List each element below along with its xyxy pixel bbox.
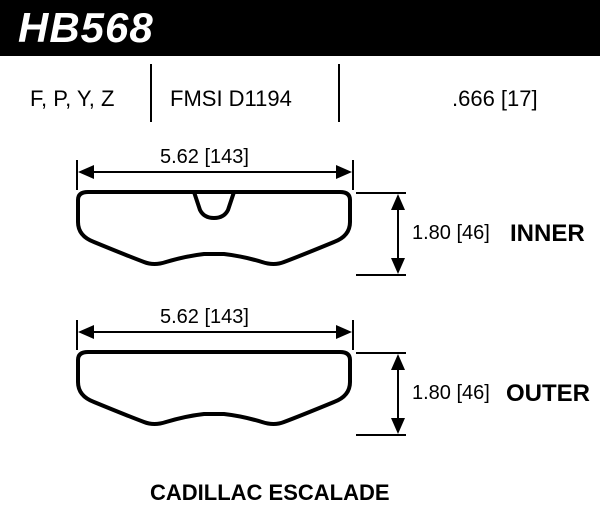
- outer-width-tick-right: [352, 320, 354, 350]
- outer-width-label: 5.62 [143]: [160, 306, 249, 329]
- outer-pad-outline: [74, 350, 354, 436]
- outer-height-arrow-u: [391, 354, 405, 370]
- spec-row: F, P, Y, Z FMSI D1194 .666 [17]: [0, 70, 600, 130]
- vehicle-label: CADILLAC ESCALADE: [150, 480, 390, 506]
- outer-width-line: [88, 331, 342, 333]
- inner-side-label: INNER: [510, 220, 585, 248]
- spec-compounds: F, P, Y, Z: [30, 86, 114, 112]
- inner-height-arrow-u: [391, 194, 405, 210]
- inner-width-arrow-l: [78, 165, 94, 179]
- inner-pad-outline: [74, 190, 354, 276]
- inner-height-arrow-d: [391, 258, 405, 274]
- divider-1: [150, 64, 152, 122]
- inner-width-arrow-r: [336, 165, 352, 179]
- outer-height-arrow-d: [391, 418, 405, 434]
- inner-height-label: 1.80 [46]: [412, 222, 490, 245]
- spec-thickness: .666 [17]: [452, 86, 538, 112]
- divider-2: [338, 64, 340, 122]
- part-number: HB568: [18, 4, 154, 52]
- outer-side-label: OUTER: [506, 380, 590, 408]
- header-bar: HB568: [0, 0, 600, 56]
- inner-height-line: [397, 204, 399, 264]
- outer-width-arrow-l: [78, 325, 94, 339]
- inner-width-label: 5.62 [143]: [160, 146, 249, 169]
- outer-height-label: 1.80 [46]: [412, 382, 490, 405]
- spec-fmsi: FMSI D1194: [170, 86, 292, 112]
- outer-height-tick-bot: [356, 434, 406, 436]
- inner-width-line: [88, 171, 342, 173]
- outer-height-line: [397, 364, 399, 424]
- inner-height-tick-bot: [356, 274, 406, 276]
- inner-width-tick-right: [352, 160, 354, 190]
- outer-width-arrow-r: [336, 325, 352, 339]
